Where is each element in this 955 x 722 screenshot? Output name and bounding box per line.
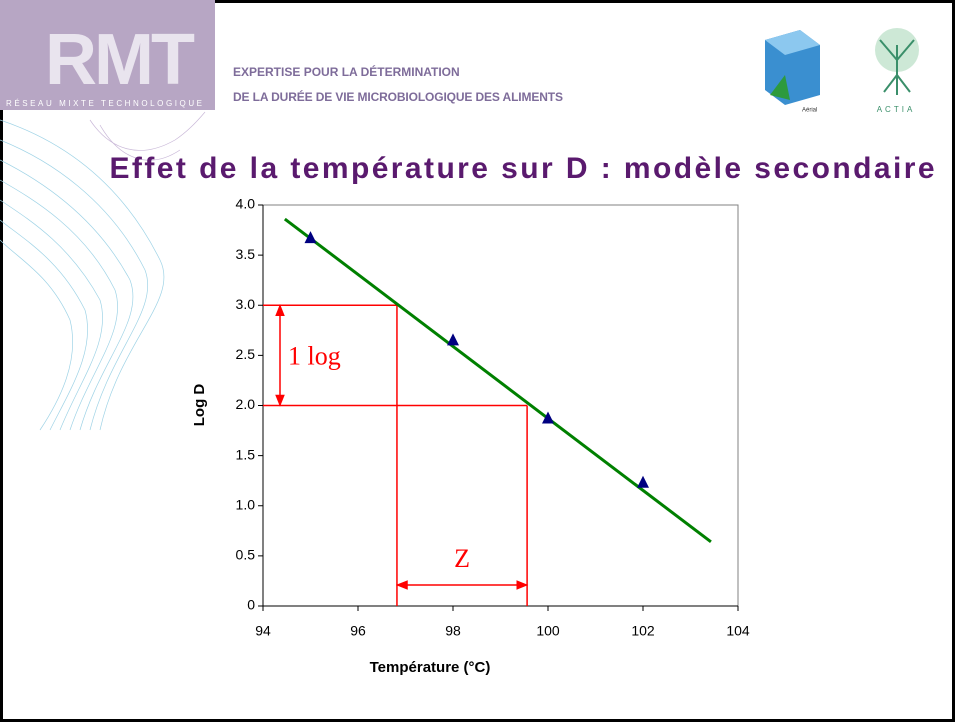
y-tick-label: 2.5 bbox=[236, 346, 256, 362]
partner-name: ACTIA bbox=[877, 105, 916, 114]
y-tick-label: 4.0 bbox=[236, 196, 256, 212]
logo-block bbox=[0, 0, 215, 110]
chart-title: Effet de la température sur D : modèle s… bbox=[110, 152, 935, 185]
logo-subtitle: RÉSEAU MIXTE TECHNOLOGIQUE bbox=[6, 99, 202, 108]
y-tick-label: 3.5 bbox=[236, 246, 256, 262]
y-tick-label: 0.5 bbox=[236, 547, 256, 563]
x-axis-label: Température (°C) bbox=[370, 659, 491, 676]
x-tick-label: 94 bbox=[255, 623, 271, 639]
y-tick-label: 2.0 bbox=[236, 396, 256, 412]
data-point bbox=[542, 411, 554, 424]
y-axis-label: Log D bbox=[191, 384, 208, 427]
x-tick-label: 100 bbox=[536, 623, 560, 639]
x-tick-label: 98 bbox=[445, 623, 461, 639]
data-point bbox=[447, 333, 459, 346]
x-tick-label: 104 bbox=[726, 623, 750, 639]
data-point bbox=[637, 475, 649, 488]
y-tick-label: 1.0 bbox=[236, 496, 256, 512]
x-tick-label: 96 bbox=[350, 623, 366, 639]
x-tick-label: 102 bbox=[631, 623, 655, 639]
y-tick-label: 1.5 bbox=[236, 446, 256, 462]
partner-logo bbox=[875, 28, 919, 95]
partner-name: Aérial bbox=[802, 108, 817, 114]
partner-logo bbox=[765, 30, 820, 105]
y-tick-label: 0 bbox=[247, 597, 255, 613]
logo-text: RMT bbox=[45, 20, 195, 100]
annotation: 1 log bbox=[288, 341, 341, 370]
y-tick-label: 3.0 bbox=[236, 296, 256, 312]
annotation: Z bbox=[454, 544, 470, 573]
header-line: EXPERTISE POUR LA DÉTERMINATION bbox=[233, 64, 460, 79]
header-line: DE LA DURÉE DE VIE MICROBIOLOGIQUE DES A… bbox=[233, 89, 563, 104]
data-point bbox=[304, 231, 317, 244]
trend-line bbox=[283, 217, 712, 544]
decoration bbox=[0, 111, 206, 431]
